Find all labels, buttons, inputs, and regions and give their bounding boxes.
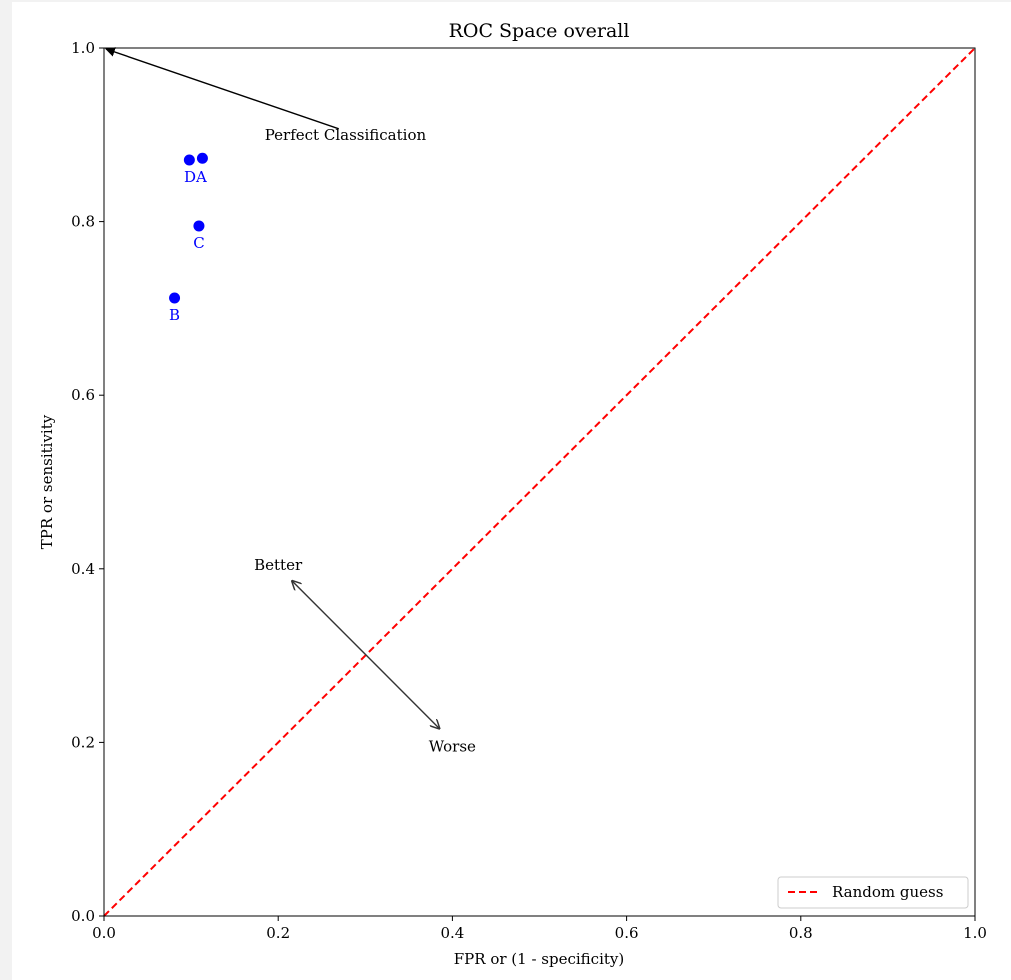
point-label-C: C bbox=[193, 234, 204, 252]
legend-entry-random-guess: Random guess bbox=[832, 883, 943, 901]
point-A bbox=[196, 152, 208, 164]
y-tick-label-5: 1.0 bbox=[71, 39, 95, 57]
better-worse-arrow bbox=[292, 581, 439, 729]
better-label: Better bbox=[254, 556, 303, 574]
worse-label: Worse bbox=[429, 738, 476, 756]
x-tick-label-3: 0.6 bbox=[615, 924, 639, 942]
point-label-DA: DA bbox=[184, 168, 207, 186]
chart-title: ROC Space overall bbox=[449, 20, 630, 42]
y-tick-label-2: 0.4 bbox=[71, 560, 95, 578]
legend[interactable]: Random guess bbox=[777, 876, 969, 909]
y-axis-label: TPR or sensitivity bbox=[38, 414, 56, 549]
x-axis-label: FPR or (1 - specificity) bbox=[454, 950, 624, 968]
x-tick-label-1: 0.2 bbox=[266, 924, 290, 942]
y-axis: 0.0 0.2 0.4 0.6 0.8 1.0 bbox=[71, 39, 104, 925]
x-tick-label-0: 0.0 bbox=[92, 924, 116, 942]
data-points bbox=[169, 152, 208, 304]
y-tick-label-0: 0.0 bbox=[71, 907, 95, 925]
legend-box bbox=[777, 876, 969, 909]
y-tick-label-1: 0.2 bbox=[71, 733, 95, 751]
y-tick-label-4: 0.8 bbox=[71, 213, 95, 231]
plot-area: 0.0 0.2 0.4 0.6 0.8 1.0 0.0 0.2 0.4 0.6 0.8 1.0 Pe… bbox=[71, 39, 987, 942]
point-D bbox=[183, 154, 195, 166]
perfect-classification-arrow bbox=[105, 47, 340, 130]
point-label-B: B bbox=[169, 306, 180, 324]
x-axis: 0.0 0.2 0.4 0.6 0.8 1.0 bbox=[92, 916, 987, 942]
x-tick-label-2: 0.4 bbox=[440, 924, 464, 942]
point-C bbox=[193, 220, 205, 232]
annotations: Perfect Classification Better Worse bbox=[105, 47, 476, 756]
x-tick-label-4: 0.8 bbox=[789, 924, 813, 942]
point-B bbox=[169, 292, 181, 304]
perfect-classification-label: Perfect Classification bbox=[265, 126, 427, 144]
y-tick-label-3: 0.6 bbox=[71, 386, 95, 404]
random-guess-line bbox=[103, 47, 976, 917]
x-tick-label-5: 1.0 bbox=[963, 924, 987, 942]
point-labels: DA C B bbox=[169, 168, 207, 324]
axes-frame bbox=[103, 47, 976, 917]
